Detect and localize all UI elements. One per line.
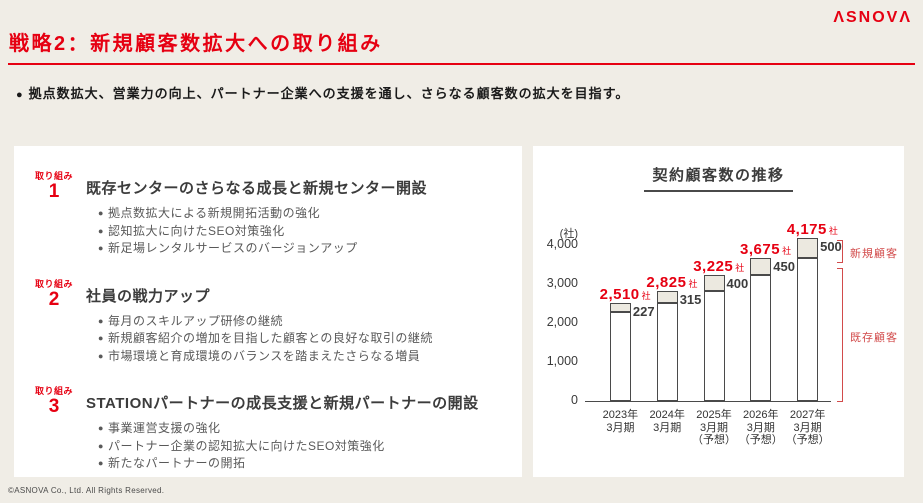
initiative-heading: 既存センターのさらなる成長と新規センター開設 — [86, 180, 428, 197]
initiative-bullet: 新たなパートナーの開拓 — [98, 455, 479, 473]
legend-bracket-existing — [837, 267, 843, 402]
initiative-badge-1: 取り組み 1 — [28, 168, 80, 258]
unit-suffix: 社 — [828, 226, 839, 237]
page-title: 戦略2：新規顧客数拡大への取り組み — [9, 33, 383, 55]
bar-new-segment — [609, 303, 631, 312]
initiative-body-3: STATIONパートナーの成長支援と新規パートナーの開設 事業運営支援の強化 パ… — [80, 383, 479, 473]
initiative-badge-label: 取り組み — [34, 171, 73, 181]
initiative-bullet: 市場環境と育成環境のバランスを踏まえたさらなる増員 — [98, 348, 433, 366]
initiative-bullet: 毎月のスキルアップ研修の継続 — [98, 313, 433, 331]
initiative-bullet: 新足場レンタルサービスのバージョンアップ — [98, 240, 427, 258]
initiative-badge-label: 取り組み — [34, 386, 73, 396]
bar-total-label: 2,825 社 — [646, 273, 698, 291]
bar-existing-segment — [656, 303, 678, 401]
x-axis-category-line: 2024年 — [649, 409, 685, 421]
x-axis-category-line: 2026年 — [743, 409, 779, 421]
initiative-badge-number: 1 — [48, 181, 60, 202]
initiative-bullet: 拠点数拡大による新規開拓活動の強化 — [98, 205, 427, 223]
stacked-bar-chart: 0 1,000 2,000 3,000 4,000 (社) 2,510 社 227 2023年 3月… — [533, 146, 904, 477]
legend-bracket-new — [837, 240, 843, 263]
x-axis-category-line: 3月期 — [606, 421, 635, 434]
initiative-body-1: 既存センターのさらなる成長と新規センター開設 拠点数拡大による新規開拓活動の強化… — [80, 168, 427, 258]
x-axis-category-line: 2027年 — [789, 409, 826, 421]
initiative-bullet-list: 毎月のスキルアップ研修の継続 新規顧客紹介の増加を目指した顧客との良好な取引の継… — [86, 313, 433, 366]
unit-suffix: 社 — [641, 291, 652, 302]
initiative-bullet-list: 事業運営支援の強化 パートナー企業の認知拡大に向けたSEO対策強化 新たなパート… — [86, 420, 479, 473]
initiative-bullet: パートナー企業の認知拡大に向けたSEO対策強化 — [98, 438, 479, 456]
bar-existing-segment — [797, 257, 819, 401]
initiative-bullet-list: 拠点数拡大による新規開拓活動の強化 認知拡大に向けたSEO対策強化 新足場レンタ… — [86, 205, 427, 258]
x-axis-line — [585, 401, 831, 402]
x-axis-category-line: 3月期 — [793, 421, 822, 434]
y-axis-tick-label: 3,000 — [546, 276, 578, 290]
bar-new-segment — [797, 238, 819, 258]
bar-new-value-label: 450 — [773, 258, 795, 274]
bar-new-value-label: 227 — [632, 304, 655, 320]
initiative-bullet: 新規顧客紹介の増加を目指した顧客との良好な取引の継続 — [98, 330, 433, 348]
initiative-badge-number: 3 — [48, 396, 60, 417]
initiative-badge-2: 取り組み 2 — [28, 276, 80, 366]
bar-new-segment — [750, 257, 772, 276]
x-axis-category-label: 2027年 3月期 （予想） — [773, 409, 843, 447]
chart-title: 契約顧客数の推移 — [644, 164, 793, 192]
bar-new-segment — [703, 275, 725, 291]
y-axis-tick-label: 0 — [571, 393, 578, 407]
unit-suffix: 社 — [735, 263, 745, 274]
initiative-group-2: 取り組み 2 社員の戦力アップ 毎月のスキルアップ研修の継続 新規顧客紹介の増加… — [28, 276, 506, 366]
bar-total-label: 3,225 社 — [693, 258, 745, 276]
bar-existing-segment — [703, 290, 725, 401]
copyright-footer: ©ASNOVA Co., Ltd. All Rights Reserved. — [8, 486, 165, 495]
bar-new-value-label: 315 — [679, 291, 702, 307]
x-axis-category-label: 2024年 3月期 — [632, 409, 702, 434]
legend-label-new: 新規顧客 — [850, 248, 898, 261]
bar-total-label: 2,510 社 — [599, 286, 652, 304]
x-axis-category-line: 3月期 — [699, 421, 729, 434]
x-axis-category-line: 2023年 — [602, 409, 639, 421]
initiative-group-1: 取り組み 1 既存センターのさらなる成長と新規センター開設 拠点数拡大による新規… — [28, 168, 506, 258]
initiative-heading: STATIONパートナーの成長支援と新規パートナーの開設 — [86, 395, 479, 412]
slide-summary-bullet: 拠点数拡大、営業力の向上、パートナー企業への支援を通し、さらなる顧客数の拡大を目… — [16, 83, 629, 102]
initiatives-panel: 取り組み 1 既存センターのさらなる成長と新規センター開設 拠点数拡大による新規… — [14, 146, 522, 477]
title-divider — [8, 63, 915, 65]
bar-new-segment — [656, 290, 678, 304]
y-axis-tick-label: 1,000 — [546, 354, 578, 368]
x-axis-category-label: 2023年 3月期 — [585, 409, 655, 434]
initiative-heading: 社員の戦力アップ — [86, 287, 211, 305]
initiative-bullet: 事業運営支援の強化 — [98, 420, 479, 438]
asnova-logo: ΛSNOVΛ — [833, 9, 912, 26]
bar-new-value-label: 400 — [726, 276, 749, 292]
y-axis-unit-label: (社) — [559, 228, 578, 240]
legend-label-existing: 既存顧客 — [850, 331, 898, 344]
unit-suffix: 社 — [782, 245, 792, 256]
y-axis-tick-label: 4,000 — [546, 237, 578, 251]
x-axis-category-label: 2026年 3月期 （予想） — [726, 409, 796, 447]
initiative-badge-3: 取り組み 3 — [28, 383, 80, 473]
initiative-body-2: 社員の戦力アップ 毎月のスキルアップ研修の継続 新規顧客紹介の増加を目指した顧客… — [80, 276, 433, 366]
chart-panel: 契約顧客数の推移 0 1,000 2,000 3,000 4,000 (社) 2,510 社 2… — [533, 146, 904, 477]
bar-new-value-label: 500 — [820, 239, 842, 255]
x-axis-category-line: （予想） — [692, 434, 736, 446]
x-axis-category-line: 2025年 — [696, 409, 732, 421]
initiative-badge-label: 取り組み — [34, 278, 73, 289]
bar-total-label: 3,675 社 — [740, 240, 792, 258]
chart-title-wrap: 契約顧客数の推移 — [533, 164, 904, 192]
initiative-bullet: 認知拡大に向けたSEO対策強化 — [98, 223, 427, 241]
bar-existing-segment — [609, 311, 631, 401]
bar-total-label: 4,175 社 — [786, 221, 839, 239]
x-axis-category-line: 3月期 — [746, 421, 775, 434]
unit-suffix: 社 — [688, 278, 698, 289]
initiative-badge-number: 2 — [48, 288, 60, 310]
bar-existing-segment — [750, 275, 772, 401]
x-axis-category-line: （予想） — [785, 434, 830, 446]
x-axis-category-label: 2025年 3月期 （予想） — [679, 409, 749, 447]
y-axis-tick-label: 2,000 — [546, 315, 578, 329]
x-axis-category-line: 3月期 — [653, 421, 682, 434]
x-axis-category-line: （予想） — [738, 434, 783, 446]
initiative-group-3: 取り組み 3 STATIONパートナーの成長支援と新規パートナーの開設 事業運営… — [28, 383, 506, 473]
